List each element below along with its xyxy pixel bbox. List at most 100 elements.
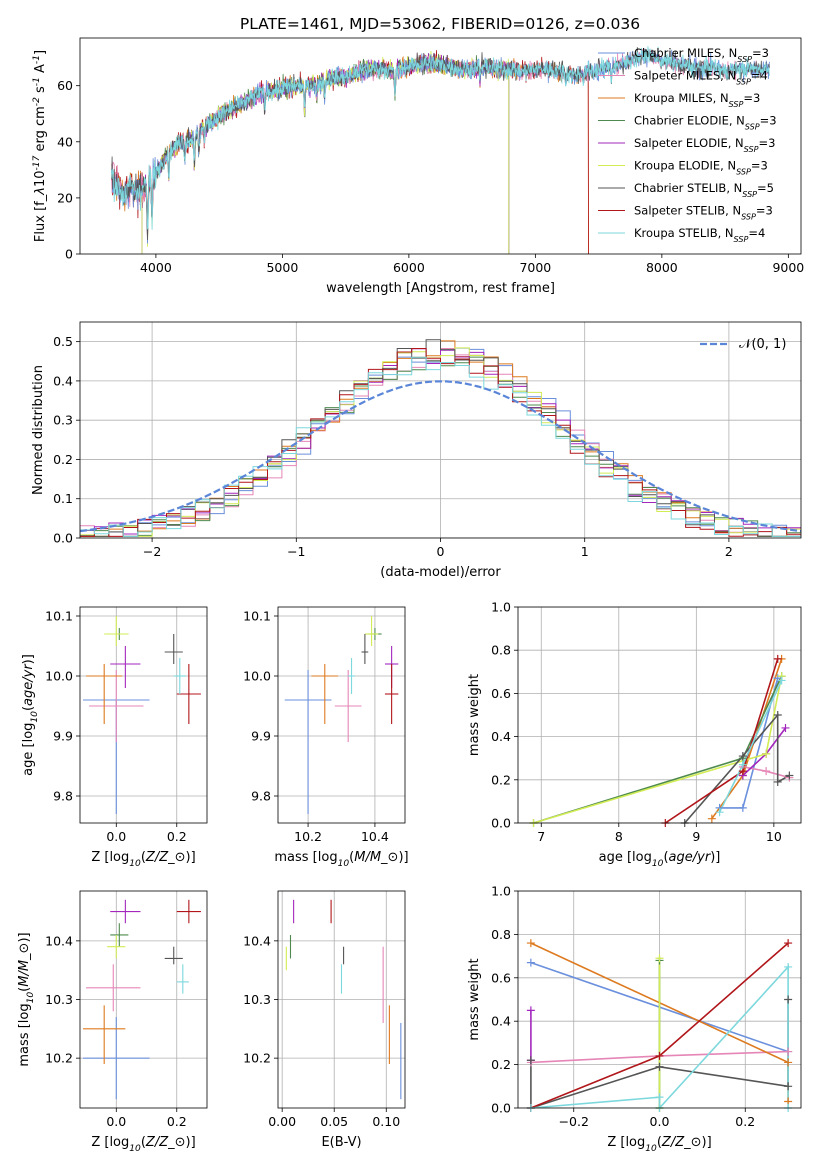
mass_vs_Z-ytick-label: 10.2 — [45, 1051, 73, 1066]
residuals-ytick-label: 0.0 — [53, 531, 73, 546]
spectrum-ytick-label: 40 — [57, 134, 73, 149]
age_vs_Z-ytick-label: 9.8 — [53, 789, 73, 804]
mass_vs_ebv-panel: 0.00 0.05 0.10 10.2 10.3 10.4 E(B-V) — [243, 891, 405, 1150]
weight_vs_Z-ytick-label: 0.6 — [491, 970, 511, 985]
weight_vs_age-xtick-label: 9 — [692, 829, 700, 844]
residuals-xtick-label: 0 — [437, 544, 445, 559]
age_vs_Z-xlabel: Z [log10(Z/Z_⊙)] — [91, 850, 195, 869]
residuals-xtick-label: 1 — [581, 544, 589, 559]
age_vs_Z-ytick-label: 10.1 — [45, 609, 73, 624]
age_vs_mass-ytick-label: 9.9 — [251, 729, 271, 744]
weight_vs_age-xtick-label: 10 — [766, 829, 782, 844]
weight_vs_Z-xtick-label: 0.2 — [735, 1114, 755, 1129]
mass_vs_Z-xtick-label: 0.0 — [106, 1114, 126, 1129]
age_vs_Z-xtick-label: 0.0 — [106, 829, 126, 844]
spectrum-panel: 4000 5000 6000 7000 8000 9000 0 20 40 60 wavelengt… — [32, 46, 804, 296]
weight_vs_Z-marker-kroupa-miles — [526, 939, 535, 948]
spectrum-legend-label: Chabrier MILES, NSSP=3 — [634, 46, 769, 64]
weight_vs_Z-ytick-label: 0.4 — [491, 1014, 511, 1029]
age_vs_Z-ylabel: age [log10(age/yr)] — [21, 654, 40, 776]
weight_vs_age-marker-salpeter-stelib — [773, 654, 782, 663]
weight_vs_Z-marker-chabrier-stelib — [526, 1056, 535, 1065]
weight_vs_age-marker-salpeter-miles — [762, 767, 771, 776]
weight_vs_Z-xlabel: Z [log10(Z/Z_⊙)] — [607, 1135, 711, 1154]
spectrum-legend-label: Kroupa MILES, NSSP=3 — [634, 91, 760, 109]
residuals-ytick-label: 0.1 — [53, 491, 73, 506]
residuals-frame — [79, 321, 802, 539]
mass_vs_Z-ytick-label: 10.3 — [45, 992, 73, 1007]
weight_vs_Z-marker-chabrier-stelib — [784, 995, 793, 1004]
weight_vs_Z-plot-area — [518, 891, 801, 1108]
age_vs_mass-ytick-label: 9.8 — [251, 789, 271, 804]
weight_vs_age-marker-kroupa-stelib — [738, 760, 747, 769]
mass_vs_Z-xlabel: Z [log10(Z/Z_⊙)] — [91, 1135, 195, 1154]
weight_vs_age-marker-kroupa-miles — [707, 814, 716, 823]
weight_vs_age-ytick-label: 0.4 — [491, 729, 511, 744]
age_vs_Z-ytick-label: 10.0 — [45, 669, 73, 684]
weight_vs_Z-marker-salpeter-stelib — [784, 939, 793, 948]
spectrum-xtick-label: 9000 — [772, 260, 804, 275]
weight_vs_age-marker-kroupa-stelib — [777, 676, 786, 685]
figure-title: PLATE=1461, MJD=53062, FIBERID=0126, z=0… — [240, 15, 640, 33]
weight_vs_Z-marker-kroupa-stelib — [784, 962, 793, 971]
spectrum-ytick-label: 0 — [65, 247, 73, 262]
spectrum-plot-area — [111, 46, 770, 254]
weight_vs_Z-xtick-label: 0.0 — [650, 1114, 670, 1129]
weight_vs_age-marker-chabrier-stelib — [738, 752, 747, 761]
spectrum-legend-label: Kroupa STELIB, NSSP=4 — [634, 226, 765, 244]
mass_vs_Z-ytick-label: 10.4 — [45, 933, 73, 948]
weight_vs_age-ytick-label: 0.2 — [491, 772, 511, 787]
weight_vs_age-ytick-label: 0.6 — [491, 686, 511, 701]
residual-hist-kroupa-stelib — [80, 356, 801, 538]
spectrum-legend-label: Chabrier STELIB, NSSP=5 — [634, 181, 774, 199]
normal-curve — [80, 380, 801, 533]
weight_vs_age-xlabel: age [log10(age/yr)] — [599, 850, 721, 869]
residuals-ytick-label: 0.4 — [53, 373, 73, 388]
mass_vs_ebv-ytick-label: 10.2 — [243, 1051, 271, 1066]
weight_vs_age-ytick-label: 0.8 — [491, 643, 511, 658]
weight_vs_age-marker-chabrier-stelib — [773, 777, 782, 786]
normal-legend-label: 𝒩(0, 1) — [739, 337, 786, 352]
residuals-ytick-label: 0.2 — [53, 452, 73, 467]
mass_vs_ebv-xtick-label: 0.00 — [268, 1114, 296, 1129]
weight_vs_age-marker-chabrier-stelib — [785, 771, 794, 780]
spectrum-xtick-label: 8000 — [646, 260, 678, 275]
weight_vs_Z-marker-kroupa-stelib — [655, 1093, 664, 1102]
spectrum-xtick-label: 4000 — [140, 260, 172, 275]
weight_vs_Z-marker-salpeter-elodie — [526, 1006, 535, 1015]
residual-hist-salpeter-stelib — [80, 348, 801, 538]
age_vs_Z-panel: 0.0 0.2 9.8 9.9 10.0 10.1 Z [log10(Z/Z_⊙)] age … — [21, 607, 207, 869]
residuals-xlabel: (data-model)/error — [380, 565, 501, 580]
mass_vs_Z-xtick-label: 0.2 — [167, 1114, 187, 1129]
spectrum-ytick-label: 60 — [57, 78, 73, 93]
spectrum-series-kroupa-miles — [111, 54, 589, 254]
mass_vs_Z-panel: 0.0 0.2 10.2 10.3 10.4 Z [log10(Z/Z_⊙)] mass [… — [17, 891, 207, 1154]
age_vs_Z-ytick-label: 9.9 — [53, 729, 73, 744]
spectrum-legend-label: Salpeter ELODIE, NSSP=3 — [634, 136, 775, 154]
weight_vs_age-marker-kroupa-elodie — [762, 749, 771, 758]
weight_vs_age-marker-chabrier-miles — [738, 803, 747, 812]
mass_vs_ebv-xlabel: E(B-V) — [321, 1135, 361, 1150]
spectrum-legend-label: Kroupa ELODIE, NSSP=3 — [634, 159, 768, 177]
spectrum-xtick-label: 6000 — [393, 260, 425, 275]
weight_vs_age-marker-chabrier-stelib — [773, 711, 782, 719]
mass_vs_Z-ylabel: mass [log10(M/M_⊙)] — [17, 932, 36, 1066]
spectrum-xlabel: wavelength [Angstrom, rest frame] — [326, 281, 555, 296]
weight_vs_Z-line-kroupa-stelib — [530, 964, 789, 1108]
age_vs_mass-frame — [277, 606, 406, 824]
spectrum-legend-label: Chabrier ELODIE, NSSP=3 — [634, 114, 777, 132]
weight_vs_Z-marker-chabrier-stelib — [655, 1062, 664, 1071]
mass_vs_ebv-xtick-label: 0.05 — [320, 1114, 348, 1129]
weight_vs_Z-xtick-label: −0.2 — [559, 1114, 589, 1129]
age_vs_Z-frame — [79, 606, 208, 824]
mass_vs_ebv-frame — [277, 890, 406, 1109]
weight_vs_age-ytick-label: 1.0 — [491, 600, 511, 615]
age_vs_Z-plot-area — [80, 607, 207, 823]
spectrum-frame — [79, 37, 802, 255]
spectrum-series-kroupa-stelib — [111, 46, 770, 230]
mass_vs_Z-frame — [79, 890, 208, 1109]
age_vs_mass-panel: 10.2 10.4 9.8 9.9 10.0 10.1 mass [log10(M/M_⊙)… — [243, 607, 409, 869]
spectrum-ylabel: Flux [f_λ10-17 erg cm-2 s-1 A-1] — [32, 50, 48, 242]
weight_vs_Z-ylabel: mass weight — [467, 958, 482, 1040]
